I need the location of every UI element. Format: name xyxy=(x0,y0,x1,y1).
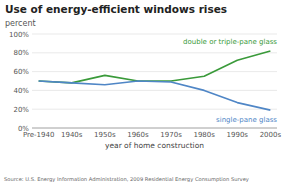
series-label: double or triple-pane glass xyxy=(183,38,277,46)
x-tick-label: 1970s xyxy=(160,131,182,139)
y-tick-label: 100% xyxy=(9,31,29,39)
title: Use of energy-efficient windows rises xyxy=(5,3,227,15)
chart-container: Use of energy-efficient windows rises per… xyxy=(0,0,285,185)
grid-line xyxy=(32,128,277,129)
x-tick-label: 1980s xyxy=(193,131,215,139)
y-tick-label: 20% xyxy=(13,106,29,114)
x-tick-label: Pre-1940 xyxy=(23,131,54,139)
x-tick-label: 1990s xyxy=(227,131,249,139)
grid-line xyxy=(32,90,277,91)
grid-line xyxy=(32,71,277,72)
grid xyxy=(32,34,277,128)
x-axis-line xyxy=(32,128,277,129)
source: Source: U.S. Energy Information Administ… xyxy=(4,176,249,183)
y-tick-label: 60% xyxy=(13,68,29,76)
chart: Use of energy-efficient windows rises per… xyxy=(0,0,285,185)
x-tick-label: 1960s xyxy=(127,131,149,139)
series-label: single-pane glass xyxy=(216,116,277,124)
grid-line xyxy=(32,34,277,35)
y-tick-label: 80% xyxy=(13,49,29,57)
y-tick-label: 40% xyxy=(13,87,29,95)
lines xyxy=(39,51,271,110)
y-axis-label: percent xyxy=(5,19,36,28)
series-line xyxy=(39,81,271,110)
x-tick-label: 1940s xyxy=(61,131,83,139)
x-tick-label: 2000s xyxy=(260,131,282,139)
series-line xyxy=(39,51,271,83)
x-axis-label: year of home construction xyxy=(105,141,204,150)
grid-line xyxy=(32,52,277,53)
x-tick-label: 1950s xyxy=(94,131,116,139)
grid-line xyxy=(32,109,277,110)
